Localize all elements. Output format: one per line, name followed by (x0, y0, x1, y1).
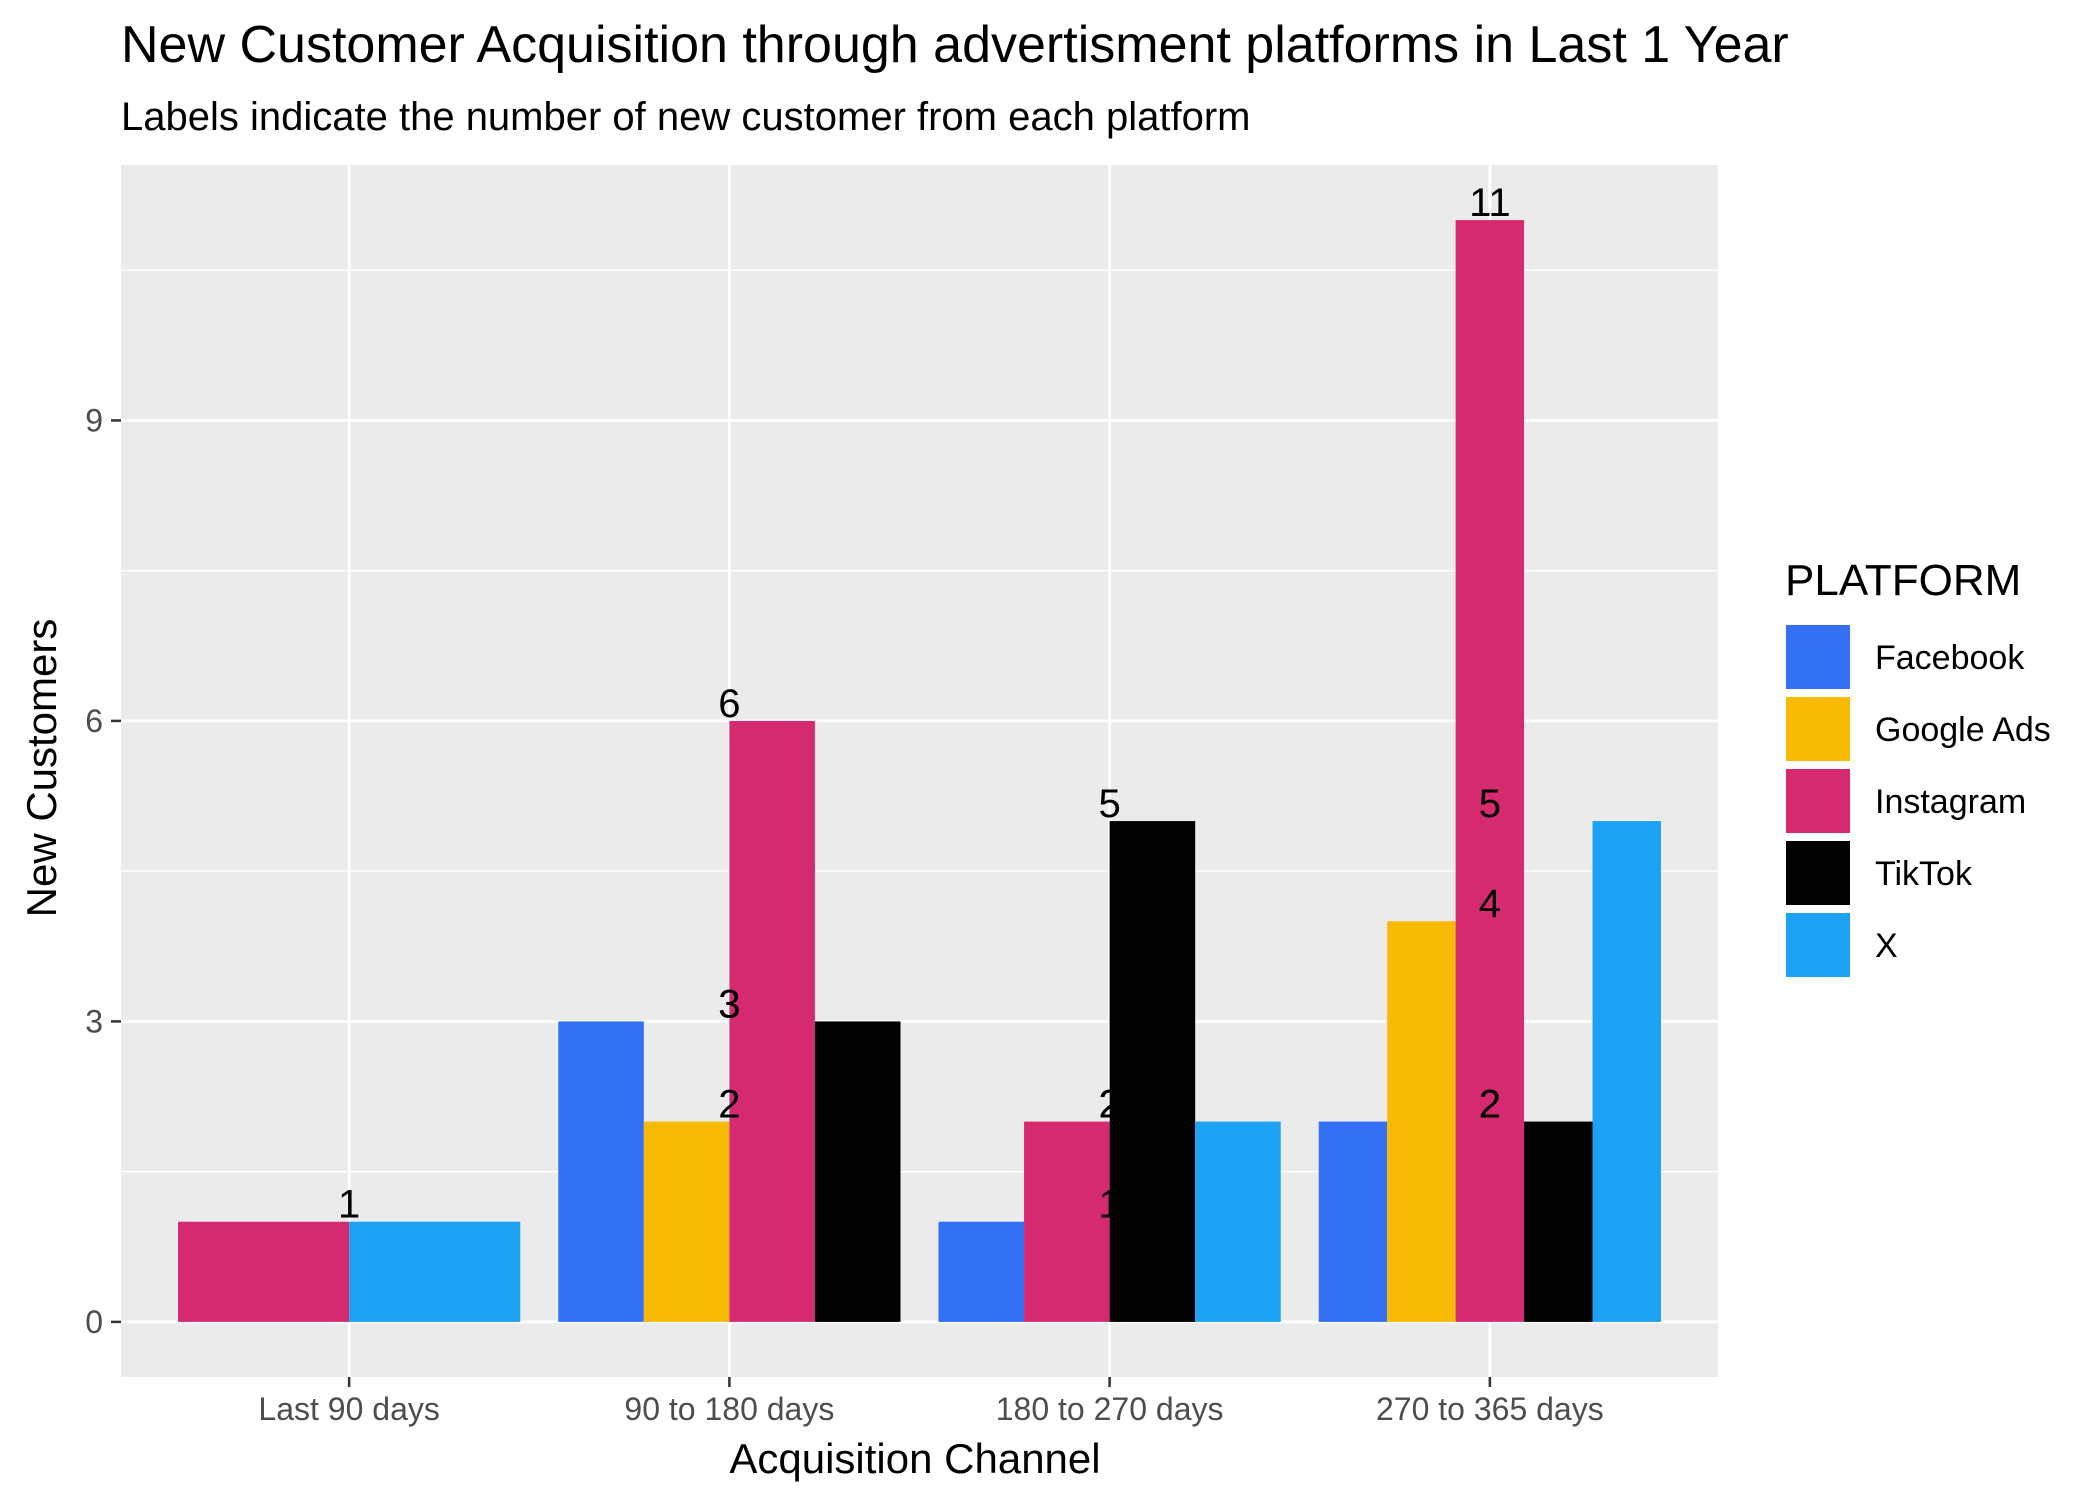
data-label: 3 (718, 982, 740, 1026)
legend-label: Instagram (1875, 783, 2026, 821)
y-tick-label: 9 (85, 402, 103, 438)
data-label: 2 (1479, 1083, 1501, 1127)
legend-key-google-ads (1784, 695, 1852, 763)
bar-instagram (1455, 220, 1525, 1322)
legend-key-facebook (1784, 623, 1852, 691)
legend-key-x (1784, 911, 1852, 979)
bar-facebook (558, 1021, 644, 1322)
x-tick-label: Last 90 days (258, 1391, 439, 1427)
data-label: 5 (1098, 782, 1120, 826)
y-tick-label: 6 (85, 703, 103, 739)
data-label: 1 (338, 1183, 360, 1227)
legend-label: Google Ads (1875, 711, 2051, 749)
legend-items: Facebook Google Ads Instagram TikTok X (1784, 623, 2051, 979)
bar-google-ads (643, 1121, 730, 1322)
legend: PLATFORM Facebook Google Ads Instagram TikT… (1784, 556, 2051, 979)
bar-instagram (729, 720, 815, 1322)
legend-label: Facebook (1875, 639, 2025, 677)
data-label: 2 (718, 1083, 740, 1127)
y-tick-label: 3 (85, 1003, 103, 1039)
data-label: 2 (1098, 1083, 1120, 1127)
bar-instagram (1024, 1121, 1110, 1322)
legend-key-tiktok (1784, 839, 1852, 907)
y-axis-title: New Customers (18, 619, 65, 918)
y-tick-label: 0 (85, 1304, 103, 1340)
x-tick-label: 90 to 180 days (624, 1391, 834, 1427)
x-axis-title: Acquisition Channel (729, 1435, 1100, 1482)
legend-label: X (1875, 927, 1898, 965)
bars (178, 220, 1661, 1322)
chart-title: New Customer Acquisition through adverti… (121, 16, 1789, 74)
data-label: 2 (1098, 1083, 1120, 1127)
data-label: 4 (1479, 882, 1501, 926)
bar-tiktok (1109, 821, 1196, 1322)
x-tick-label: 180 to 270 days (996, 1391, 1224, 1427)
bar-instagram (178, 1221, 350, 1322)
bar-facebook (938, 1221, 1025, 1322)
data-label: 6 (718, 682, 740, 726)
data-label: 3 (718, 982, 740, 1026)
data-label: 1 (1098, 1183, 1120, 1227)
legend-label: TikTok (1875, 855, 1973, 893)
legend-title: PLATFORM (1785, 556, 2021, 605)
bar-tiktok (1524, 1121, 1593, 1322)
bar-x (349, 1221, 521, 1322)
data-label: 11 (1469, 181, 1511, 225)
axes: 0 3 6 9 Last 90 days 90 to 180 days 180 to 270… (85, 402, 1604, 1427)
bar-tiktok (814, 1021, 901, 1322)
x-tick-label: 270 to 365 days (1376, 1391, 1604, 1427)
data-label: 5 (1479, 782, 1501, 826)
chart-subtitle: Labels indicate the number of new custom… (121, 95, 1250, 139)
bar-google-ads (1387, 921, 1456, 1322)
bar-x (1195, 1121, 1281, 1322)
bar-x (1592, 821, 1661, 1322)
legend-key-instagram (1784, 767, 1852, 835)
bar-facebook (1318, 1121, 1388, 1322)
data-label: 2 (1479, 1083, 1501, 1127)
